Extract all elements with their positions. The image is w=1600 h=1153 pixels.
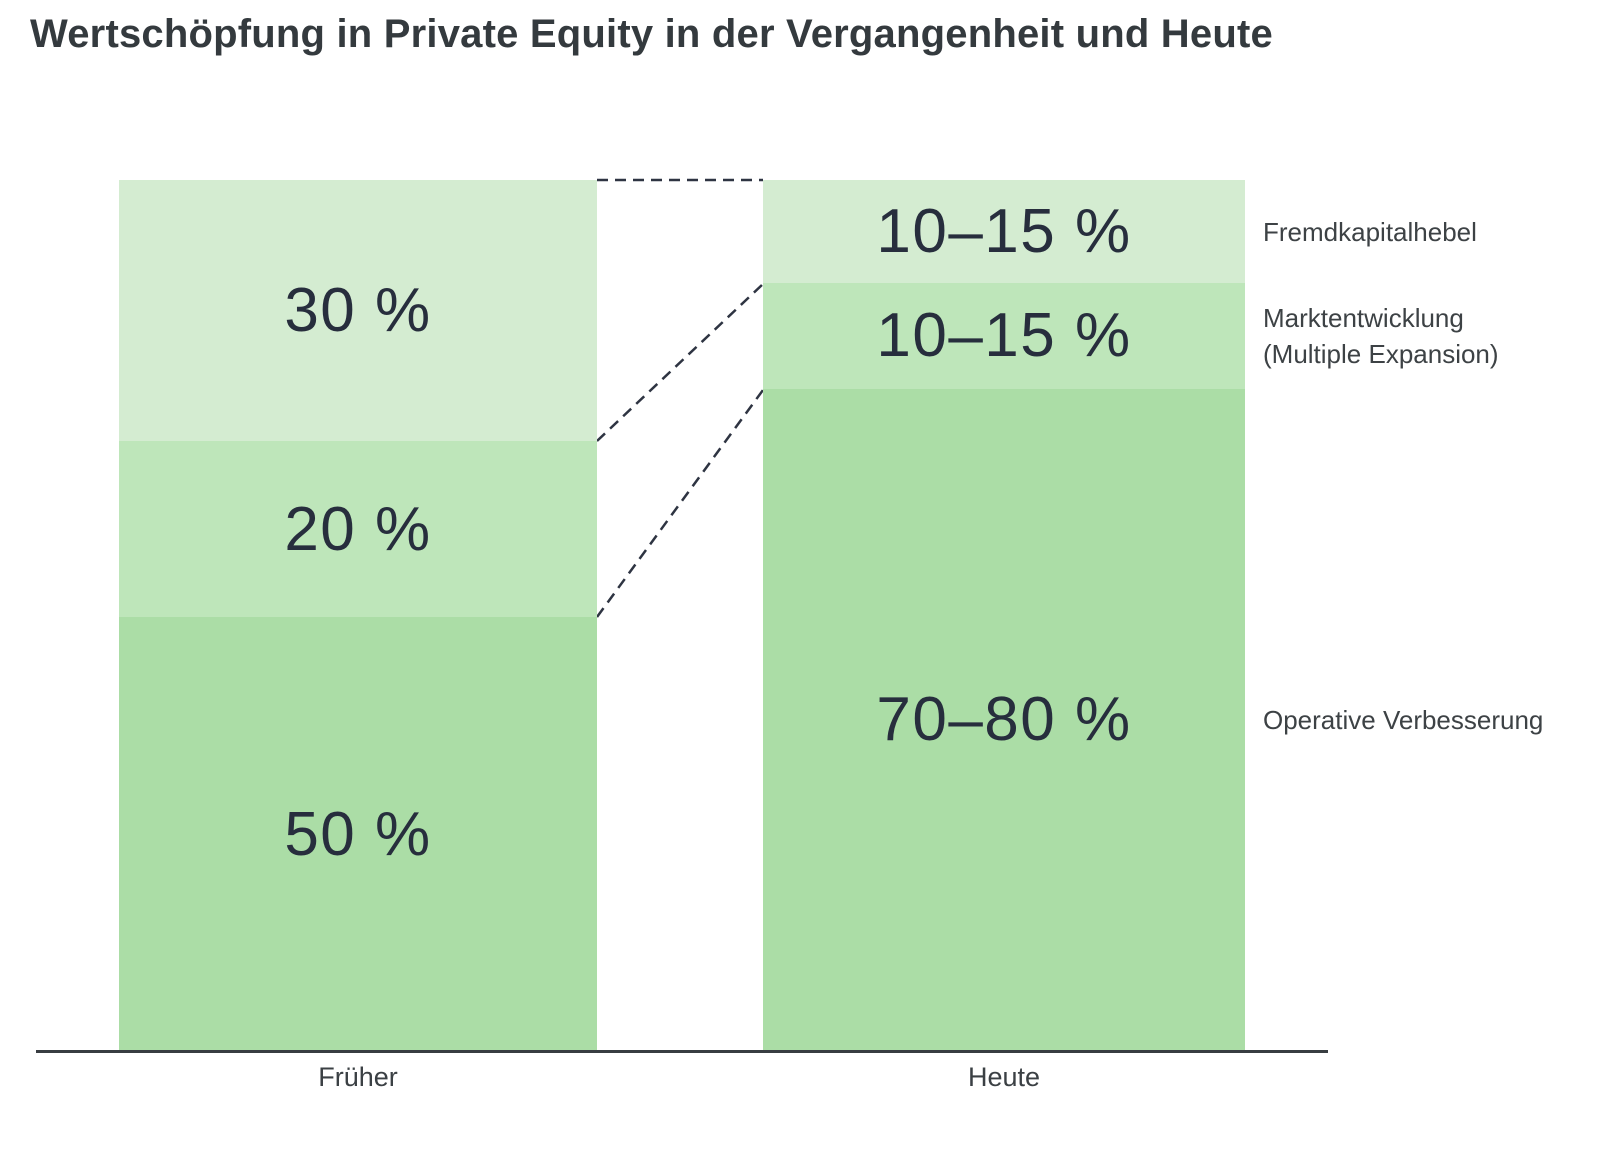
x-axis-line bbox=[36, 1050, 1328, 1053]
heute-segment-fremdkapitalhebel: 10–15 % bbox=[763, 180, 1245, 283]
series-label-marktentwicklung: Marktentwicklung (Multiple Expansion) bbox=[1263, 300, 1593, 372]
segment-value-label: 10–15 % bbox=[876, 196, 1132, 266]
series-label-text: Operative Verbesserung bbox=[1263, 705, 1544, 735]
series-label-text: Fremdkapitalhebel bbox=[1263, 217, 1477, 247]
stacked-bar-frueher: 30 % 20 % 50 % bbox=[119, 180, 597, 1051]
x-axis-label-frueher: Früher bbox=[318, 1062, 398, 1092]
segment-value-label: 70–80 % bbox=[876, 685, 1132, 755]
series-label-text-line2: (Multiple Expansion) bbox=[1263, 339, 1499, 369]
segment-value-label: 30 % bbox=[284, 276, 432, 346]
stacked-bar-heute: 10–15 % 10–15 % 70–80 % bbox=[763, 180, 1245, 1051]
segment-value-label: 10–15 % bbox=[876, 301, 1132, 371]
chart-title: Wertschöpfung in Private Equity in der V… bbox=[30, 12, 1273, 56]
series-label-operative-verbesserung: Operative Verbesserung bbox=[1263, 702, 1593, 738]
segment-value-label: 20 % bbox=[284, 494, 432, 564]
frueher-segment-marktentwicklung: 20 % bbox=[119, 441, 597, 618]
frueher-segment-fremdkapitalhebel: 30 % bbox=[119, 180, 597, 442]
heute-segment-operative-verbesserung: 70–80 % bbox=[763, 389, 1245, 1051]
connector-bottom-dashed-line bbox=[595, 389, 765, 618]
x-axis-label-heute: Heute bbox=[967, 1062, 1041, 1092]
connector-middle-dashed-line bbox=[596, 283, 764, 442]
segment-value-label: 50 % bbox=[284, 799, 432, 869]
series-label-text-line1: Marktentwicklung bbox=[1263, 303, 1464, 333]
frueher-segment-operative-verbesserung: 50 % bbox=[119, 617, 597, 1051]
series-label-fremdkapitalhebel: Fremdkapitalhebel bbox=[1263, 214, 1593, 250]
heute-segment-marktentwicklung: 10–15 % bbox=[763, 282, 1245, 390]
